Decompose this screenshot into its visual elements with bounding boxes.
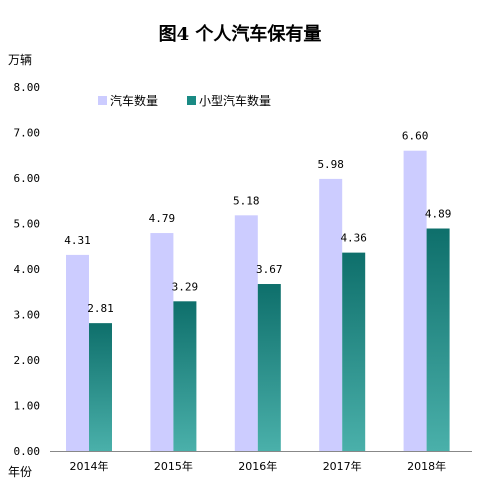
bar-small-cars — [89, 323, 112, 451]
legend-swatch — [98, 96, 107, 105]
data-label: 4.89 — [425, 208, 452, 221]
x-category-label: 2016年 — [238, 459, 277, 473]
bar-cars — [319, 178, 343, 451]
data-label: 4.36 — [340, 232, 367, 245]
legend-label: 小型汽车数量 — [199, 93, 271, 108]
bar-small-cars — [342, 252, 366, 451]
y-tick-label: 7.00 — [14, 127, 41, 140]
x-category-label: 2015年 — [154, 459, 193, 473]
data-label: 3.29 — [172, 280, 199, 293]
y-tick-label: 5.00 — [14, 218, 41, 231]
bar-small-cars — [257, 284, 281, 451]
chart-title: 图4 个人汽车保有量 — [159, 23, 322, 45]
x-axis-categories: 2014年 2015年 2016年 2017年 2018年 — [70, 459, 447, 473]
legend-label: 汽车数量 — [110, 93, 158, 108]
bar-cars — [403, 150, 427, 451]
data-label: 6.60 — [402, 130, 429, 143]
data-label: 5.98 — [317, 158, 344, 171]
y-tick-label: 2.00 — [14, 354, 41, 367]
y-tick-label: 6.00 — [14, 172, 41, 185]
x-axis-label: 年份 — [8, 465, 32, 479]
bar-cars — [234, 215, 258, 451]
bars: 4.31 4.79 5.18 5.98 6.60 2.81 3.29 3.67 4.36 4.89 — [64, 130, 451, 451]
data-label: 2.81 — [87, 302, 114, 315]
data-label: 4.79 — [149, 212, 176, 225]
y-axis-unit: 万辆 — [8, 53, 32, 67]
y-tick-label: 0.00 — [14, 445, 41, 458]
data-label: 3.67 — [256, 263, 283, 276]
x-category-label: 2018年 — [407, 459, 446, 473]
bar-small-cars — [426, 228, 450, 451]
x-category-label: 2017年 — [323, 459, 362, 473]
bar-cars — [150, 233, 174, 451]
bar-cars — [66, 254, 89, 451]
y-tick-label: 8.00 — [14, 81, 41, 94]
y-tick-label: 3.00 — [14, 309, 41, 322]
data-label: 5.18 — [233, 194, 260, 207]
y-axis-ticks: 0.00 1.00 2.00 3.00 4.00 5.00 6.00 7.00 8.00 — [14, 81, 41, 458]
legend: 汽车数量 小型汽车数量 — [98, 93, 271, 108]
y-tick-label: 1.00 — [14, 400, 41, 413]
bar-small-cars — [173, 301, 197, 451]
y-tick-label: 4.00 — [14, 263, 41, 276]
legend-swatch — [187, 96, 196, 105]
data-label: 4.31 — [64, 234, 91, 247]
x-category-label: 2014年 — [70, 459, 109, 473]
